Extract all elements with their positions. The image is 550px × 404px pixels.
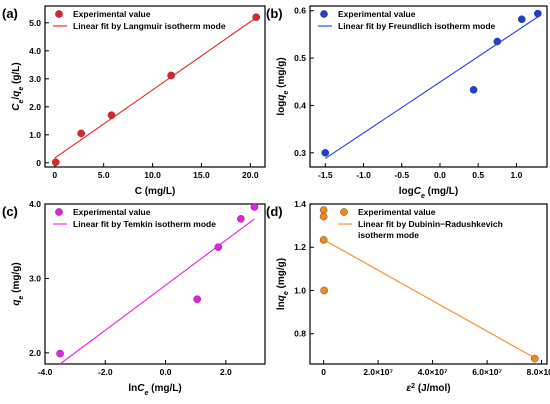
legend-label: Linear fit by Temkin isotherm mode [73,219,216,229]
legend-label: Linear fit by Freundlich isotherm mode [338,21,496,31]
x-tick-label: 2.0 [220,367,232,377]
plot-frame [309,203,548,365]
legend-label: Experimental value [73,9,151,19]
y-tick-label: 0.6 [294,6,306,16]
data-point [167,71,175,80]
data-point [534,9,542,18]
y-tick-label: 0 [36,158,41,168]
data-point [252,13,261,22]
y-tick-label: 3.0 [29,273,41,283]
fit-line [54,17,257,159]
y-tick-label: 5.0 [29,18,41,28]
x-tick-label: -1.5 [318,170,333,180]
data-point [250,203,259,211]
y-tick-label: 0.3 [294,148,306,158]
x-tick-label: 5.0 [98,170,110,180]
x-tick-label: 6.0×10⁷ [472,367,502,377]
x-tick-label: 1.0 [511,170,523,180]
x-tick-label: 15.0 [193,170,210,180]
data-point [237,215,245,223]
data-point [56,349,64,358]
data-point [319,236,328,244]
x-axis-label: lnCe (mg/L) [128,383,181,397]
y-tick-label: 1.4 [294,199,306,209]
y-axis-label: Ce/qe (g/L) [11,62,25,110]
y-axis-label: qe (mg/g) [11,262,25,305]
legend-label: isotherm mode [358,230,419,240]
x-tick-label: 10.0 [144,170,161,180]
y-tick-label: 1.0 [294,285,306,295]
y-tick-label: 0.5 [294,53,306,63]
legend-marker [340,208,348,216]
legend-label: Linear fit by Dubinin−Radushkevich [358,219,503,229]
y-tick-label: 2.0 [29,102,41,112]
x-tick-label: 2.0×10⁷ [363,367,393,377]
x-tick-label: -2.0 [98,367,113,377]
x-axis-label: C (mg/L) [135,186,176,197]
y-tick-label: 3.0 [29,74,41,84]
x-tick-label: 4.0×10⁷ [418,367,448,377]
x-tick-label: -0.5 [394,170,409,180]
y-tick-label: 0.8 [294,329,306,339]
x-tick-label: 0 [52,170,57,180]
x-tick-label: 8.0×10⁷ [527,367,550,377]
legend-label: Experimental value [73,207,151,217]
panel-label: (d) [266,204,283,219]
data-point [530,354,539,363]
data-point [193,295,201,304]
legend-marker [320,10,328,18]
data-point [51,158,60,167]
x-axis-label: ε2 (J/mol) [406,383,450,395]
x-tick-label: 0.0 [434,170,446,180]
panel-label: (c) [2,204,18,219]
data-point [493,37,502,46]
data-point [517,15,526,24]
data-point [321,148,330,157]
legend-label: Experimental value [358,207,436,217]
x-tick-label: 0.0 [160,367,172,377]
y-tick-label: 1.2 [294,242,306,252]
panel-d: (d) 0 2.0×10⁷ 4.0×10⁷ 6.0×10⁷ 8.0×10⁷ 0.8 1.0 1.… [266,199,550,394]
x-tick-label: -1.0 [356,170,371,180]
data-point [319,206,328,214]
y-tick-label: 4.0 [29,46,41,56]
data-point [319,212,328,221]
legend-marker [55,10,63,18]
data-point [214,243,223,251]
data-point [107,111,116,119]
y-tick-label: 4.0 [29,199,41,209]
x-tick-label: -4.0 [38,367,53,377]
fit-line [324,16,539,159]
data-point [77,129,85,138]
y-tick-label: 2.0 [29,348,41,358]
plot-frame [44,5,266,168]
legend-label: Linear fit by Langmuir isotherm mode [73,21,226,31]
panel-a: (a) 0 5.0 10.0 15.0 20.0 0 1.0 2.0 3.0 4.0 5.0 C (mg… [2,5,266,197]
plot-frame [309,5,548,168]
data-point [320,286,328,295]
x-axis-label: logCe (mg/L) [399,186,458,200]
fit-line [59,218,255,365]
panel-label: (b) [266,6,283,21]
y-axis-label: lnqe (mg/g) [276,258,290,310]
x-tick-label: 0.5 [472,170,484,180]
x-tick-label: 0 [321,367,326,377]
x-tick-label: 20.0 [242,170,259,180]
plot-frame [44,203,266,365]
panel-b: (b) -1.5 -1.0 -0.5 0.0 0.5 1.0 0.3 0.4 0.5 0.6 logC… [266,5,548,200]
y-axis-label: logqe (mg/g) [276,57,290,115]
y-tick-label: 0.4 [294,100,306,110]
fit-line [323,239,536,359]
legend-label: Experimental value [338,9,416,19]
panel-label: (a) [2,6,18,21]
y-tick-label: 1.0 [29,130,41,140]
legend-marker [55,208,63,216]
data-point [469,86,478,94]
panel-c: (c) -4.0 -2.0 0.0 2.0 2.0 3.0 4.0 lnCe (mg/L) qe … [2,199,266,397]
